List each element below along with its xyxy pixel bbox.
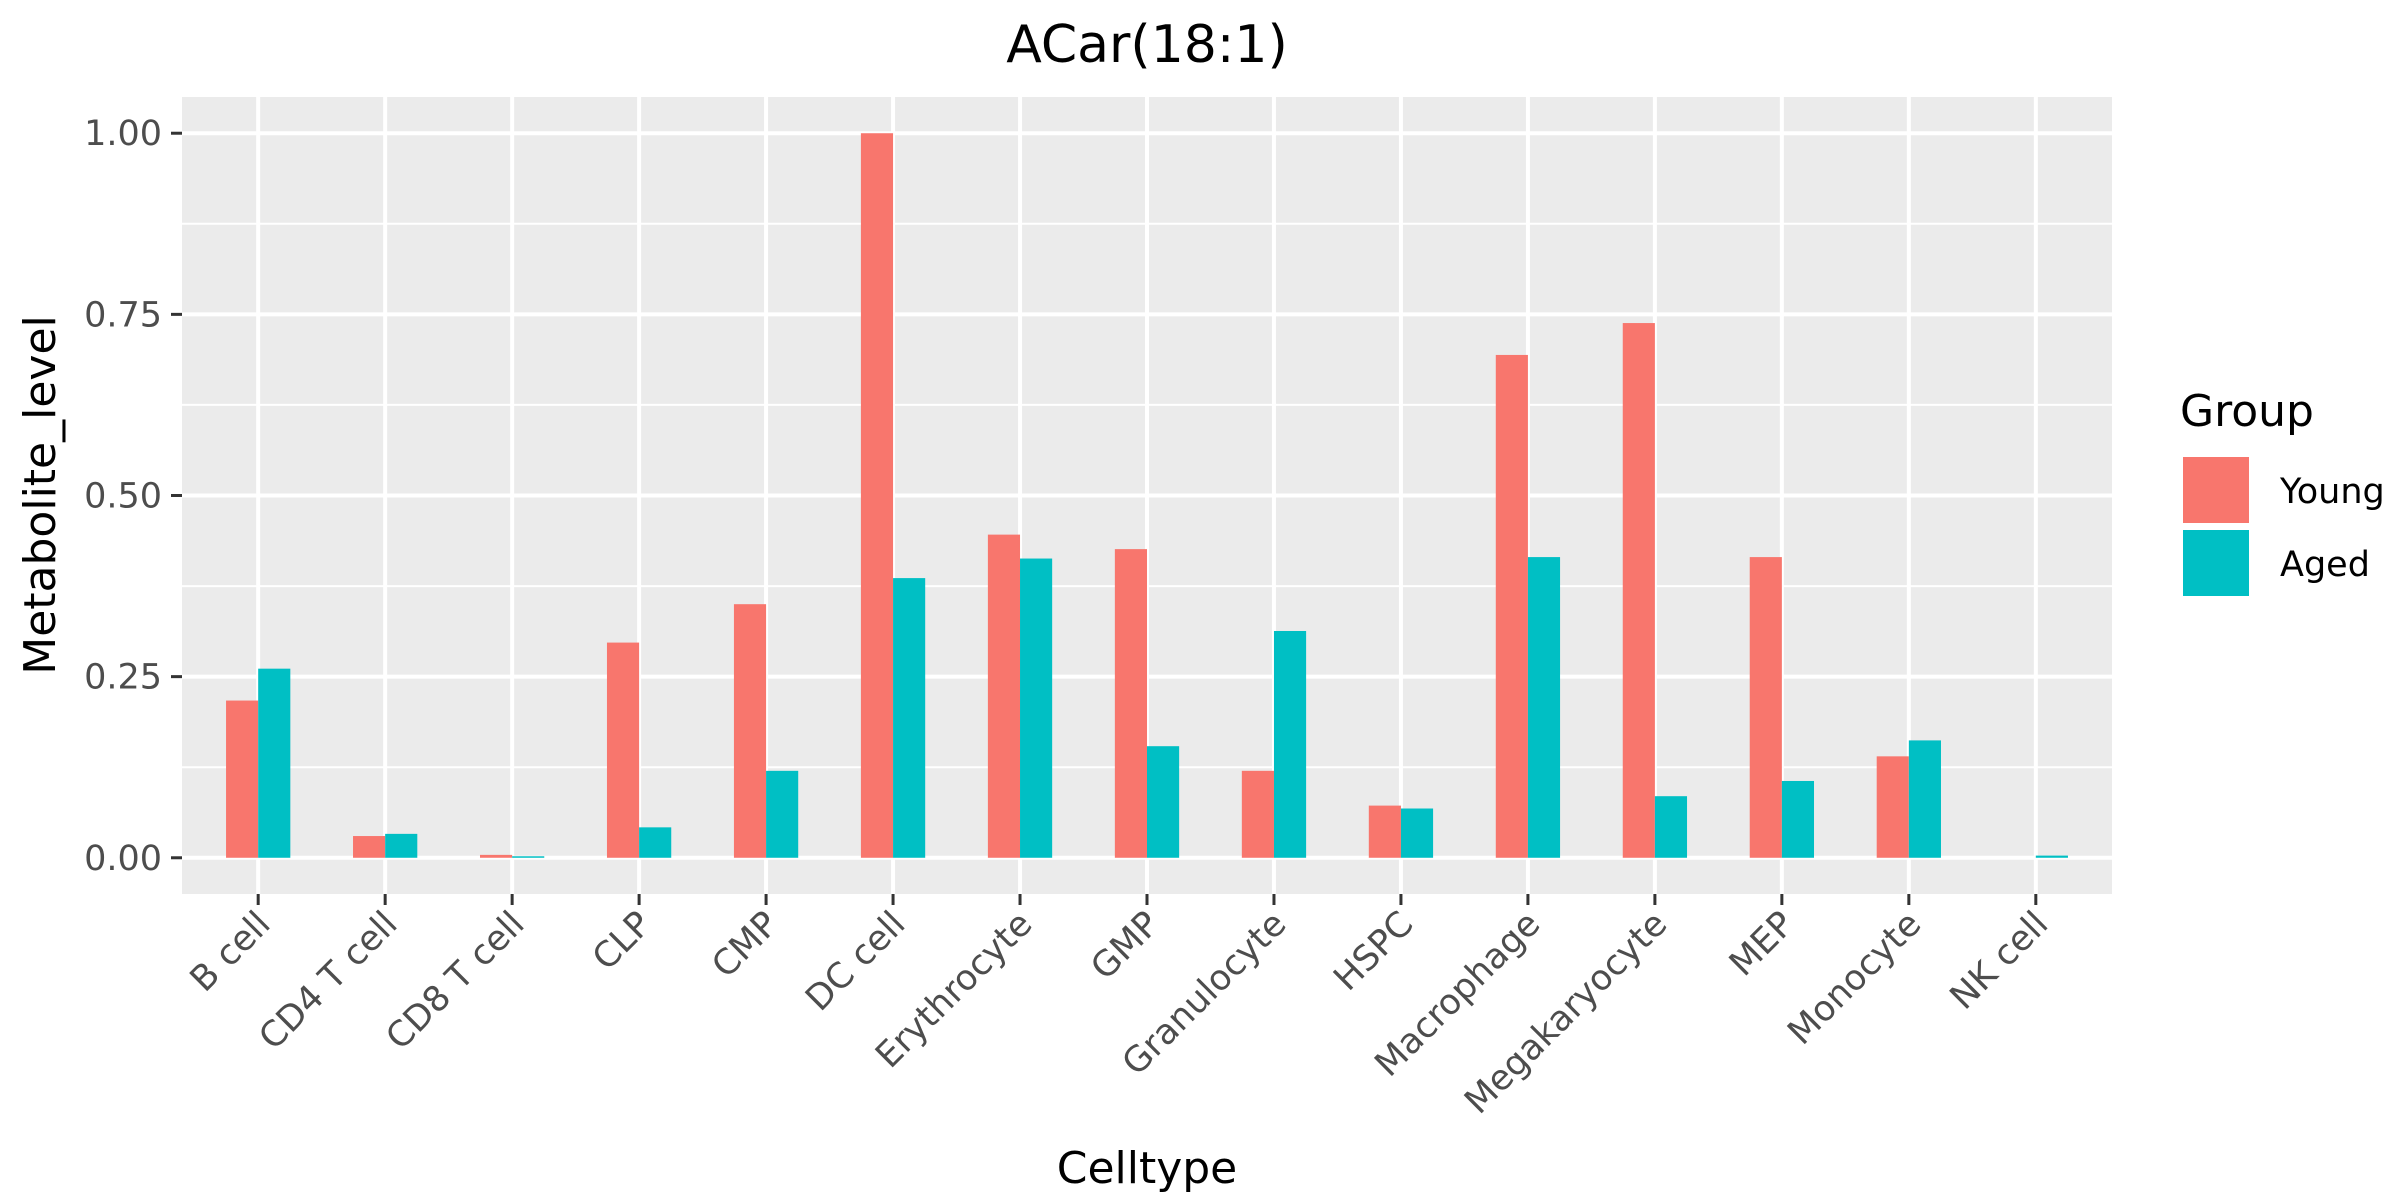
- bar-aged-clp: [639, 827, 672, 858]
- bar-aged-erythrocyte: [1020, 558, 1053, 858]
- y-axis: 0.00 0.25 0.50 0.75 1.00: [84, 114, 182, 879]
- legend-label-young: Young: [2279, 472, 2385, 512]
- bar-young-mep: [1749, 557, 1782, 858]
- bars: [226, 133, 2068, 858]
- chart-title: ACar(18:1): [1006, 15, 1288, 75]
- x-tick-label: HSPC: [1326, 904, 1421, 999]
- bar-aged-cd4-t-cell: [385, 833, 418, 858]
- x-tick-label: CMP: [705, 904, 787, 986]
- bar-aged-cmp: [766, 770, 799, 858]
- bar-young-cd4-t-cell: [353, 836, 386, 858]
- bar-aged-b-cell: [258, 668, 291, 858]
- bar-young-hspc: [1368, 805, 1401, 858]
- bar-aged-cd8-t-cell: [512, 856, 545, 858]
- bar-young-b-cell: [226, 700, 259, 858]
- bar-young-megakaryocyte: [1622, 323, 1655, 858]
- x-tick-label: B cell: [183, 904, 279, 1000]
- bar-young-cd8-t-cell: [479, 854, 513, 858]
- bar-young-erythrocyte: [987, 534, 1021, 858]
- bar-aged-nk-cell: [2035, 855, 2068, 858]
- y-tick-label: 0.75: [84, 295, 162, 335]
- bar-young-cmp: [733, 604, 767, 858]
- y-tick-label: 0.00: [84, 839, 162, 879]
- y-tick-label: 0.25: [84, 658, 162, 698]
- bar-aged-macrophage: [1527, 557, 1561, 858]
- bar-young-gmp: [1114, 549, 1147, 858]
- bar-young-granulocyte: [1241, 770, 1274, 858]
- legend-label-aged: Aged: [2280, 545, 2370, 585]
- y-axis-title: Metabolite_level: [15, 315, 66, 675]
- x-tick-label: CLP: [585, 904, 659, 978]
- bar-aged-megakaryocyte: [1654, 796, 1688, 858]
- bar-aged-granulocyte: [1273, 630, 1307, 858]
- x-tick-label: Monocyte: [1780, 904, 1929, 1053]
- x-tick-label: CD4 T cell: [252, 904, 406, 1058]
- x-tick-label: GMP: [1084, 904, 1168, 988]
- x-tick-label: CD8 T cell: [379, 904, 533, 1058]
- x-tick-label: NK cell: [1943, 904, 2056, 1017]
- bar-young-monocyte: [1876, 756, 1909, 858]
- bar-young-macrophage: [1495, 354, 1528, 858]
- bar-young-dc-cell: [860, 133, 894, 858]
- bar-aged-mep: [1781, 780, 1815, 858]
- legend-title: Group: [2180, 386, 2314, 437]
- bar-aged-dc-cell: [893, 578, 926, 858]
- bar-aged-monocyte: [1908, 740, 1941, 858]
- legend: Group Young Aged: [2180, 386, 2385, 596]
- bar-young-clp: [606, 642, 640, 858]
- x-tick-label: MEP: [1722, 904, 1802, 984]
- x-axis-title: Celltype: [1057, 1143, 1238, 1194]
- legend-key-aged: [2183, 530, 2249, 596]
- bar-aged-gmp: [1147, 746, 1180, 858]
- y-tick-label: 0.50: [84, 477, 162, 517]
- legend-key-young: [2183, 457, 2249, 523]
- x-tick-label: DC cell: [798, 904, 913, 1019]
- y-tick-label: 1.00: [84, 114, 162, 154]
- bar-aged-hspc: [1400, 808, 1434, 858]
